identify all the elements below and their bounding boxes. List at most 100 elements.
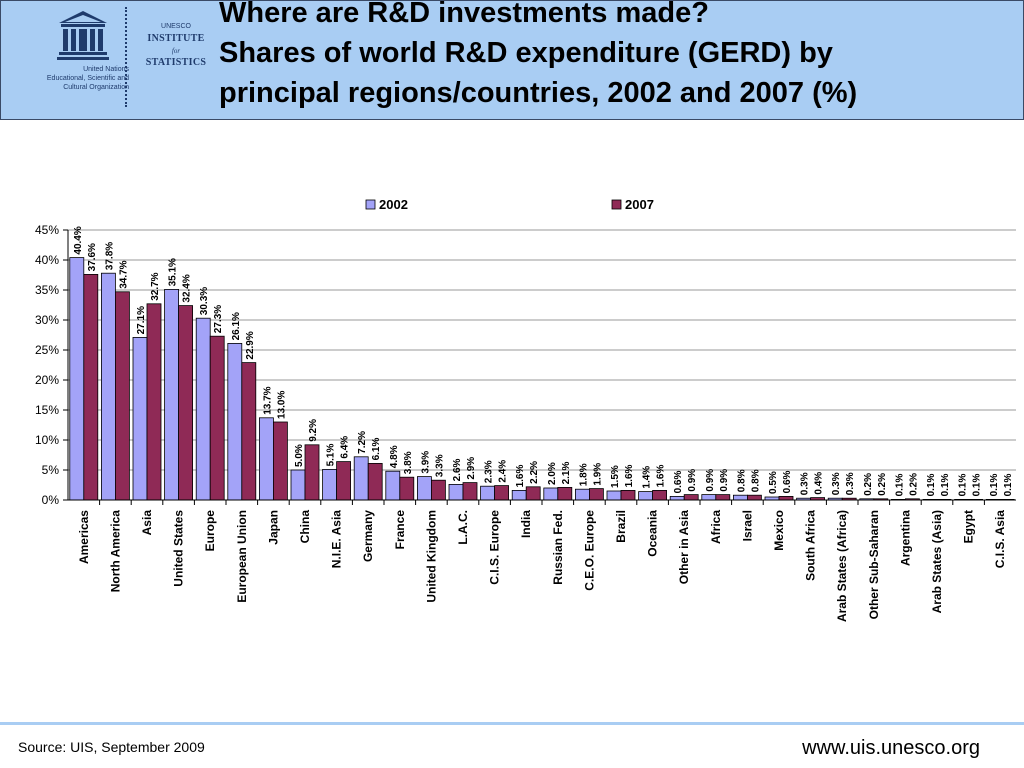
category-label: Argentina — [898, 510, 912, 566]
category-label: France — [393, 510, 407, 550]
bar-value-label: 32.7% — [150, 272, 161, 300]
uis-logo-text: UNESCO INSTITUTE for STATISTICS — [141, 21, 211, 69]
title-line: Shares of world R&D expenditure (GERD) b… — [219, 37, 833, 69]
bar-value-label: 0.2% — [908, 473, 919, 496]
org-line: Educational, Scientific and — [46, 75, 129, 82]
bar-2002 — [322, 468, 338, 501]
category-label: United States — [172, 510, 186, 587]
bar-value-label: 0.9% — [705, 469, 716, 492]
y-tick-label: 10% — [35, 433, 59, 447]
bar-value-label: 0.9% — [687, 469, 698, 492]
bar-value-label: 34.7% — [118, 260, 129, 288]
category-label: Germany — [361, 510, 375, 562]
bar-value-label: 13.7% — [262, 386, 273, 414]
bar-value-label: 37.8% — [104, 242, 115, 270]
bar-2002 — [701, 494, 717, 501]
bar-2007 — [178, 305, 194, 501]
y-tick-label: 30% — [35, 313, 59, 327]
bar-2002 — [227, 342, 243, 501]
source-note: Source: UIS, September 2009 — [18, 739, 205, 755]
unesco-uis-logo: United Nations Educational, Scientific a… — [7, 3, 212, 113]
bar-2007 — [715, 494, 731, 501]
legend-swatch — [611, 199, 622, 210]
header-banner: United Nations Educational, Scientific a… — [0, 0, 1024, 120]
bar-value-label: 2.3% — [484, 460, 495, 483]
bar-value-label: 2.1% — [561, 461, 572, 484]
bar-value-label: 37.6% — [87, 243, 98, 271]
category-label: South Africa — [804, 510, 818, 581]
category-label: C.I.S. Asia — [993, 510, 1007, 569]
page-title: Where are R&D investments made? Shares o… — [219, 0, 1019, 113]
category-label: Arab States (Africa) — [835, 510, 849, 622]
category-label: Other in Asia — [677, 510, 691, 585]
bar-2007 — [525, 486, 541, 501]
org-line: Cultural Organization — [63, 84, 129, 91]
category-label: North America — [108, 510, 122, 593]
y-tick-label: 45% — [35, 223, 59, 237]
uis-line: UNESCO — [161, 23, 191, 30]
bar-value-label: 0.3% — [831, 472, 842, 495]
bar-value-label: 1.8% — [578, 463, 589, 486]
bar-value-label: 0.6% — [782, 470, 793, 493]
website-url[interactable]: www.uis.unesco.org — [802, 737, 980, 759]
bar-2002 — [101, 272, 116, 501]
bar-value-label: 2.4% — [498, 460, 509, 483]
bar-2007 — [336, 461, 352, 501]
bar-2002 — [290, 469, 306, 501]
title-line: principal regions/countries, 2002 and 20… — [219, 77, 858, 109]
y-tick-label: 25% — [35, 343, 59, 357]
bar-value-label: 22.9% — [245, 331, 256, 359]
bar-2007 — [146, 303, 162, 501]
bar-2002 — [258, 417, 274, 501]
bar-value-label: 0.8% — [750, 469, 761, 492]
bar-value-label: 0.4% — [814, 472, 825, 495]
bar-value-label: 0.5% — [768, 471, 779, 494]
bar-2002 — [543, 487, 559, 501]
bar-value-label: 27.3% — [213, 305, 224, 333]
category-label: European Union — [235, 510, 249, 603]
bar-value-label: 0.3% — [800, 472, 811, 495]
bar-2007 — [367, 462, 383, 501]
bar-value-label: 9.2% — [308, 419, 319, 442]
category-label: Arab States (Asia) — [930, 510, 944, 613]
bar-2007 — [778, 495, 794, 501]
bar-value-label: 0.1% — [1003, 473, 1014, 496]
bar-2002 — [416, 476, 432, 501]
bar-value-label: 0.1% — [989, 473, 1000, 496]
bar-value-label: 35.1% — [168, 258, 179, 286]
category-label: Oceania — [646, 510, 660, 557]
category-label: C.E.O. Europe — [582, 510, 596, 591]
bar-value-label: 1.9% — [592, 463, 603, 486]
bar-2002 — [669, 495, 685, 501]
bar-value-label: 5.1% — [326, 443, 337, 466]
category-label: United Kingdom — [424, 510, 438, 603]
category-label: Israel — [740, 510, 754, 541]
bar-value-label: 0.3% — [845, 472, 856, 495]
y-tick-label: 5% — [42, 463, 60, 477]
unesco-org-name: United Nations Educational, Scientific a… — [7, 65, 129, 92]
bar-2002 — [69, 257, 85, 501]
org-line: United Nations — [83, 66, 129, 73]
category-label: Egypt — [962, 510, 976, 543]
bar-value-label: 0.1% — [894, 473, 905, 496]
bar-2007 — [272, 421, 288, 501]
category-label: China — [298, 510, 312, 544]
bar-2002 — [195, 317, 211, 501]
bar-value-label: 7.2% — [357, 431, 368, 454]
bar-value-label: 3.9% — [420, 451, 431, 474]
bar-value-label: 1.6% — [624, 464, 635, 487]
bar-value-label: 1.6% — [515, 464, 526, 487]
bar-value-label: 2.6% — [452, 458, 463, 481]
bar-value-label: 2.9% — [466, 457, 477, 480]
bar-2002 — [164, 289, 180, 501]
category-label: Japan — [266, 510, 280, 545]
bar-value-label: 0.9% — [719, 469, 730, 492]
bar-2007 — [115, 291, 130, 501]
bar-value-label: 0.1% — [940, 473, 951, 496]
bar-2007 — [430, 479, 446, 501]
bar-2002 — [385, 470, 401, 501]
bar-2007 — [494, 485, 510, 501]
bar-value-label: 27.1% — [136, 306, 147, 334]
bar-2002 — [448, 483, 464, 501]
bar-value-label: 0.2% — [877, 473, 888, 496]
